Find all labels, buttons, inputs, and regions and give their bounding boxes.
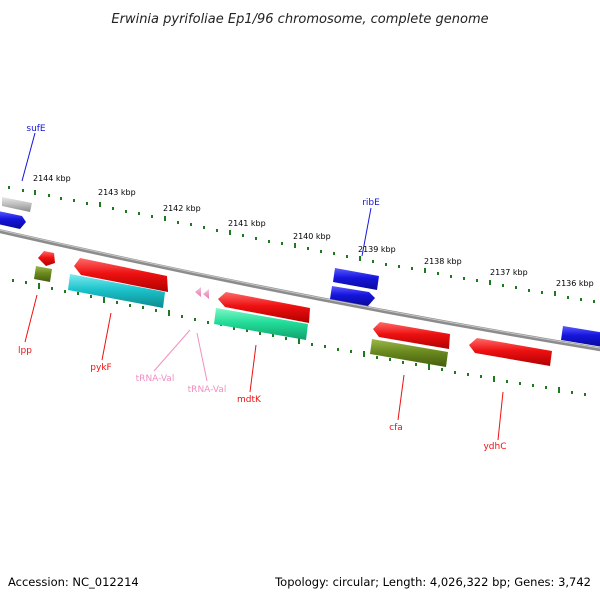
gene-label-lpp: lpp — [18, 346, 32, 356]
genome-summary: Topology: circular; Length: 4,026,322 bp… — [274, 575, 591, 589]
major-tick — [103, 297, 105, 303]
major-tick — [164, 216, 166, 221]
gene-label-cfa: cfa — [389, 423, 403, 433]
gene-sufE[interactable] — [2, 197, 32, 212]
gene-label-ribE: ribE — [362, 198, 380, 208]
major-tick — [489, 280, 491, 285]
outer-ruler — [8, 186, 595, 303]
tick-label: 2138 kbp — [424, 257, 462, 266]
major-tick — [99, 202, 101, 207]
tick-label: 2140 kbp — [293, 232, 331, 241]
gene-blue-edge[interactable] — [0, 211, 26, 229]
gene-labels: sufE ribE lpp pykF tRNA-Val tRNA-Val mdt… — [18, 124, 506, 452]
tick-label: 2139 kbp — [358, 245, 396, 254]
tick-labels: 2144 kbp 2143 kbp 2142 kbp 2141 kbp 2140… — [33, 174, 594, 288]
gene-label-trna-val: tRNA-Val — [188, 385, 227, 395]
gene-ribE[interactable] — [333, 268, 379, 290]
gene-red[interactable] — [74, 258, 168, 292]
tick-label: 2142 kbp — [163, 204, 201, 213]
leader-lines — [21, 132, 504, 441]
major-tick — [363, 351, 365, 357]
major-tick — [34, 190, 36, 195]
map-title: Erwinia pyrifoliae Ep1/96 chromosome, co… — [111, 12, 488, 27]
major-tick — [558, 387, 560, 393]
gene-label-sufE: sufE — [26, 124, 46, 134]
gene-mdtK[interactable] — [214, 308, 308, 340]
gene-label-trna-val: tRNA-Val — [136, 374, 175, 384]
gene-label-ydhC: ydhC — [483, 442, 506, 452]
gene-label-pykF: pykF — [90, 363, 111, 373]
major-tick — [554, 291, 556, 296]
tick-label: 2137 kbp — [490, 268, 528, 277]
gene-ydhC[interactable] — [469, 338, 552, 366]
gene-blue-right[interactable] — [561, 326, 600, 347]
gene-red[interactable] — [373, 322, 450, 349]
chromosome-backbone — [0, 229, 600, 352]
major-tick — [424, 268, 426, 273]
gene-red[interactable] — [218, 292, 310, 323]
tick-label: 2136 kbp — [556, 279, 594, 288]
major-tick — [294, 243, 296, 248]
major-tick — [168, 310, 170, 316]
gene-trna-1[interactable] — [195, 287, 201, 297]
gene-blue[interactable] — [330, 286, 375, 306]
gene-label-mdtK: mdtK — [237, 395, 262, 405]
major-tick — [229, 230, 231, 235]
accession-label: Accession: NC_012214 — [8, 575, 139, 589]
inner-ruler — [12, 279, 586, 396]
major-tick — [428, 364, 430, 370]
gene-red-small[interactable] — [38, 251, 55, 266]
major-tick — [298, 338, 300, 344]
gene-pykF[interactable] — [68, 274, 165, 308]
major-tick — [38, 283, 40, 289]
tick-label: 2144 kbp — [33, 174, 71, 183]
gene-trna-2[interactable] — [203, 289, 209, 299]
major-tick — [359, 256, 361, 261]
gene-cfa[interactable] — [370, 339, 448, 367]
major-tick — [493, 376, 495, 382]
tick-label: 2141 kbp — [228, 219, 266, 228]
gene-lpp[interactable] — [34, 266, 52, 282]
tick-label: 2143 kbp — [98, 188, 136, 197]
